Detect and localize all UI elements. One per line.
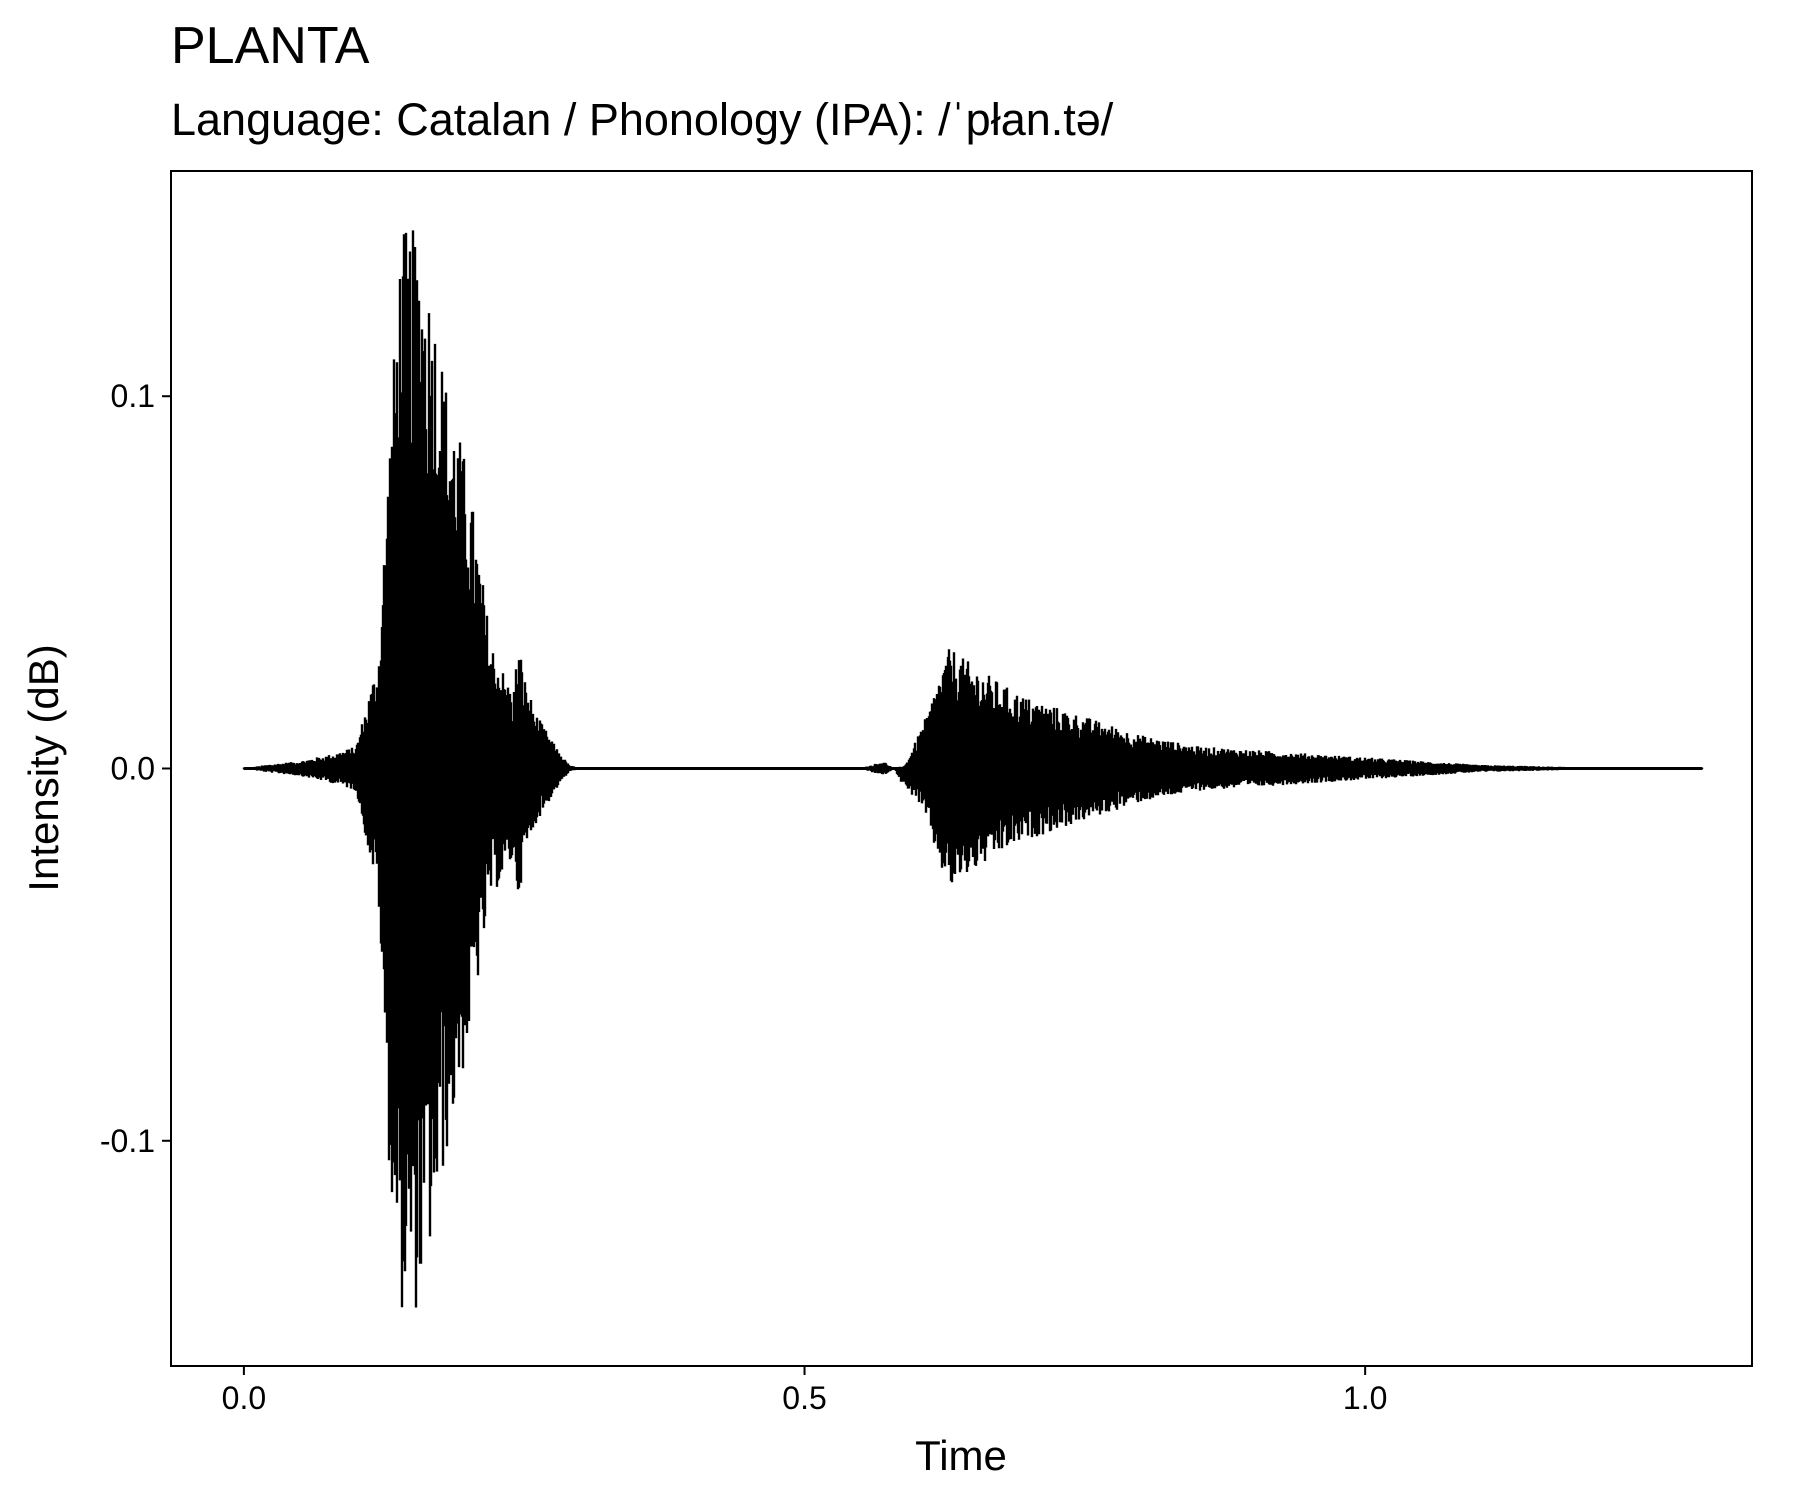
chart-subtitle: Language: Catalan / Phonology (IPA): /ˈp…	[171, 94, 1114, 145]
x-tick-label: 1.0	[1343, 1380, 1387, 1416]
x-axis: 0.0 0.5 1.0	[222, 1366, 1387, 1416]
x-tick-label: 0.5	[782, 1380, 826, 1416]
y-axis-label: Intensity (dB)	[20, 644, 67, 891]
y-axis: 0.1 0.0 -0.1	[100, 378, 171, 1159]
y-tick-label: -0.1	[100, 1123, 155, 1159]
y-tick-label: 0.0	[111, 751, 155, 787]
y-tick-label: 0.1	[111, 378, 155, 414]
x-axis-label: Time	[915, 1432, 1007, 1479]
waveform-series	[242, 230, 1704, 1308]
chart-title: PLANTA	[171, 17, 370, 75]
x-tick-label: 0.0	[222, 1380, 266, 1416]
